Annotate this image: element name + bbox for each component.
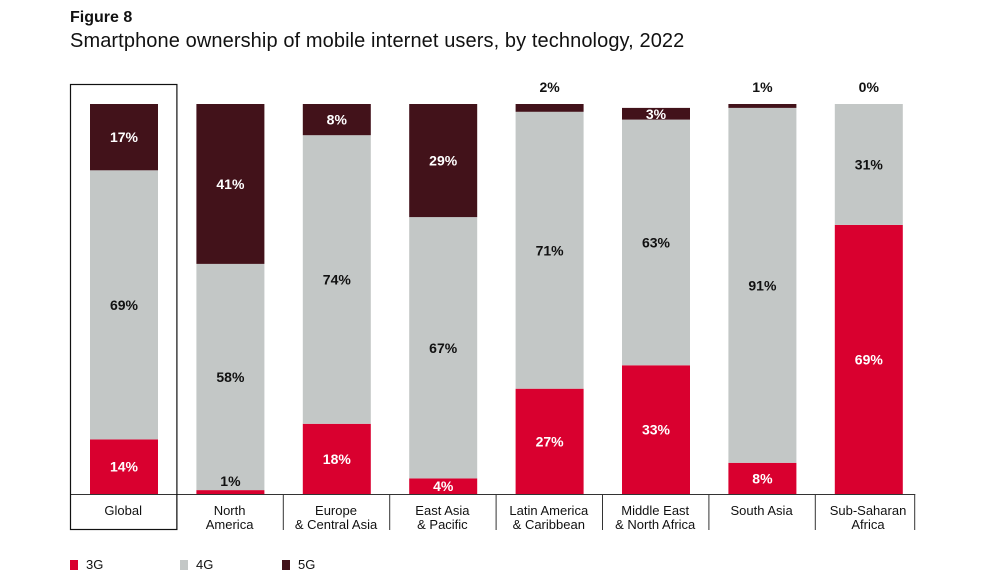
data-label-north-america-5g: 41% [216,176,245,192]
data-label-south-asia-3g: 8% [752,470,773,486]
data-label-middle-east-north-africa-3g: 33% [642,422,671,438]
bar-segment-global-4g [90,170,158,440]
bar-segment-europe-central-asia-4g [302,135,371,424]
data-label-east-asia-pacific-5g: 29% [429,153,458,169]
x-tick-label-sub-saharan-africa: Sub-Saharan [830,503,907,518]
data-label-east-asia-pacific-4g: 67% [429,340,458,356]
bar-segment-east-asia-pacific-5g [409,104,478,218]
bar-segment-europe-central-asia-5g [302,104,371,136]
x-tick-label-middle-east-north-africa: & North Africa [615,517,696,532]
x-tick-label-east-asia-pacific: East Asia [415,503,470,518]
bar-segment-middle-east-north-africa-3g [622,365,690,494]
x-tick-label-south-asia: South Asia [731,503,794,518]
legend-label-3g: 3G [86,557,104,572]
x-tick-label-sub-saharan-africa: Africa [851,517,885,532]
x-tick-label-europe-central-asia: & Central Asia [295,517,378,532]
figure-label: Figure 8 [70,9,133,26]
legend-swatch-4g [180,559,188,570]
bar-segment-north-america-3g [196,490,265,494]
bar-segment-east-asia-pacific-3g [409,478,478,494]
data-label-global-3g: 14% [110,459,139,475]
data-label-sub-saharan-africa-4g: 31% [855,156,884,172]
bar-segment-south-asia-5g [728,104,797,108]
bar-segment-latin-america-caribbean-5g [515,104,584,112]
data-label-north-america-3g: 1% [220,473,241,489]
legend-swatch-3g [70,559,78,570]
x-tick-label-middle-east-north-africa: Middle East [621,503,689,518]
data-label-middle-east-north-africa-5g: 3% [646,106,667,122]
data-label-middle-east-north-africa-4g: 63% [642,234,671,250]
data-label-east-asia-pacific-3g: 4% [433,478,454,494]
bar-segment-east-asia-pacific-4g [409,217,478,479]
bar-segment-north-america-5g [196,104,265,264]
data-label-global-5g: 17% [110,129,139,145]
x-tick-label-latin-america-caribbean: Latin America [509,503,589,518]
x-tick-label-north-america: North [214,503,246,518]
chart-title: Smartphone ownership of mobile internet … [70,30,685,52]
bar-segment-global-3g [90,439,158,494]
bar-segment-north-america-4g [196,263,265,491]
data-label-latin-america-caribbean-3g: 27% [536,433,565,449]
legend-label-5g: 5G [298,557,316,572]
data-label-sub-saharan-africa-5g: 0% [859,79,880,95]
legend-swatch-5g [282,559,290,570]
data-label-south-asia-4g: 91% [748,277,777,293]
bar-segment-south-asia-3g [728,462,797,494]
legend-item-3g: 3G [70,557,103,572]
x-tick-label-europe-central-asia: Europe [315,503,357,518]
bar-segment-middle-east-north-africa-4g [622,119,690,366]
data-label-sub-saharan-africa-3g: 69% [855,351,884,367]
highlight-box-global [69,83,178,531]
bar-segment-sub-saharan-africa-3g [834,224,903,494]
legend-label-4g: 4G [196,557,214,572]
bar-segment-global-5g [90,104,158,171]
x-tick-label-global: Global [104,503,142,518]
legend-item-4g: 4G [180,557,213,572]
x-tick-label-north-america: America [206,517,254,532]
data-label-global-4g: 69% [110,297,139,313]
data-label-europe-central-asia-5g: 8% [327,112,348,128]
bar-segment-middle-east-north-africa-5g [622,107,690,120]
bar-segment-south-asia-4g [728,107,797,463]
data-label-latin-america-caribbean-4g: 71% [536,242,565,258]
legend-item-5g: 5G [282,557,315,572]
x-tick-label-east-asia-pacific: & Pacific [417,517,468,532]
data-label-europe-central-asia-4g: 74% [323,272,352,288]
bar-segment-latin-america-caribbean-4g [515,111,584,389]
data-label-latin-america-caribbean-5g: 2% [539,79,560,95]
bar-segment-sub-saharan-africa-4g [834,104,903,225]
data-label-north-america-4g: 58% [216,369,245,385]
bar-segment-europe-central-asia-3g [302,423,371,494]
data-label-europe-central-asia-3g: 18% [323,451,352,467]
bar-segment-latin-america-caribbean-3g [515,388,584,494]
x-tick-label-latin-america-caribbean: & Caribbean [513,517,585,532]
data-label-south-asia-5g: 1% [752,79,773,95]
